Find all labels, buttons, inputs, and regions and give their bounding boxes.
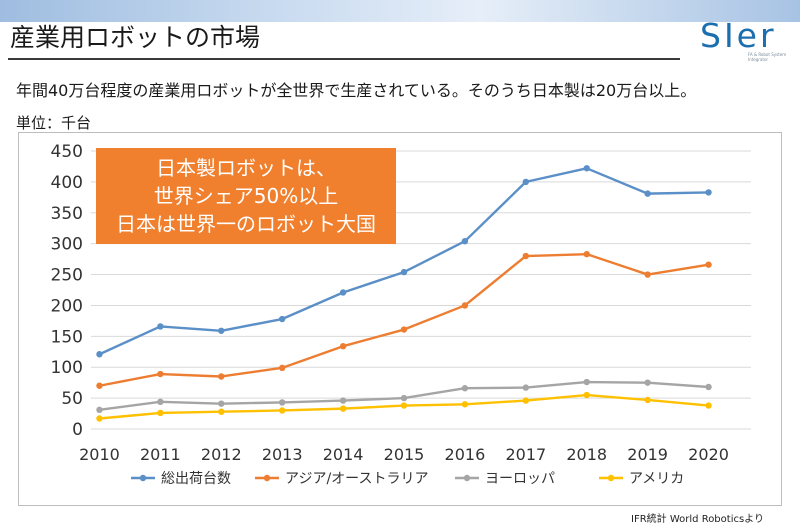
page-title: 産業用ロボットの市場 <box>10 23 261 52</box>
data-point <box>218 327 225 334</box>
data-point <box>96 415 103 422</box>
source-note: IFR統計 World Roboticsより <box>631 514 764 525</box>
y-tick-label: 250 <box>51 266 83 286</box>
callout-line: 日本は世界一のロボット大国 <box>116 212 376 236</box>
x-tick-label: 2019 <box>627 445 668 464</box>
top-decorative-band <box>0 0 800 22</box>
data-point <box>400 394 408 402</box>
sier-logo: SIer <box>700 16 777 55</box>
y-tick-label: 400 <box>51 173 83 193</box>
legend-label: アメリカ <box>629 471 684 487</box>
data-point <box>522 178 530 186</box>
data-point <box>583 165 590 172</box>
data-point <box>400 268 408 276</box>
data-point <box>157 323 164 330</box>
data-point <box>96 382 103 389</box>
y-tick-label: 350 <box>51 204 83 224</box>
legend-label: アジア/オーストラリア <box>285 471 428 487</box>
data-point <box>461 401 469 408</box>
data-point <box>705 383 712 391</box>
page-subtitle: 年間40万台程度の産業用ロボットが全世界で生産されている。そのうち日本製は20万… <box>16 81 697 100</box>
x-tick-label: 2016 <box>445 445 486 464</box>
data-point <box>522 397 530 404</box>
line-chart: 0 50 100 150 200 250 300 350 400 450 2010 2011 2012 2… <box>51 142 751 487</box>
data-point <box>339 289 347 296</box>
y-tick-label: 150 <box>51 327 83 347</box>
x-tick-label: 2020 <box>688 445 729 464</box>
data-point <box>278 315 286 323</box>
data-point <box>96 351 103 358</box>
data-point <box>278 364 286 372</box>
x-tick-label: 2011 <box>140 445 181 464</box>
logo-subtext: FA & Robot System Integrator <box>748 52 787 62</box>
y-tick-label: 0 <box>72 420 83 440</box>
data-point <box>339 397 347 404</box>
data-point <box>522 252 530 260</box>
x-tick-label: 2013 <box>262 445 303 464</box>
data-point <box>218 408 225 415</box>
callout-line: 日本製ロボットは、 <box>156 156 336 180</box>
legend-marker <box>463 474 471 482</box>
data-point <box>461 237 469 245</box>
data-point <box>278 407 286 414</box>
data-point <box>644 190 651 197</box>
data-point <box>522 384 530 391</box>
x-tick-label: 2012 <box>201 445 242 464</box>
data-point <box>644 379 651 386</box>
data-point <box>278 399 286 406</box>
y-tick-label: 450 <box>51 142 83 162</box>
data-point <box>339 343 347 350</box>
data-point <box>157 370 164 378</box>
data-point <box>705 189 712 196</box>
x-tick-label: 2015 <box>384 445 425 464</box>
data-point <box>218 373 225 380</box>
data-point <box>461 385 469 392</box>
data-point <box>644 396 651 404</box>
data-point <box>644 271 651 278</box>
data-point <box>583 378 590 386</box>
y-tick-label: 100 <box>51 358 83 378</box>
y-tick-label: 50 <box>61 389 83 409</box>
unit-label: 単位：千台 <box>16 114 92 132</box>
data-point <box>583 250 590 258</box>
data-point <box>705 402 712 409</box>
legend-label: 総出荷台数 <box>161 471 231 487</box>
legend-marker <box>263 474 271 482</box>
callout-line: 世界シェア50%以上 <box>153 184 339 208</box>
data-point <box>96 406 103 414</box>
callout-box: 日本製ロボットは、 世界シェア50%以上 日本は世界一のロボット大国 <box>96 148 396 244</box>
data-point <box>400 326 408 333</box>
data-point <box>157 409 164 417</box>
header: 産業用ロボットの市場 <box>0 22 800 66</box>
data-point <box>218 400 225 407</box>
legend-label: ヨーロッパ <box>485 471 555 487</box>
y-tick-label: 200 <box>51 296 83 316</box>
data-point <box>157 398 164 406</box>
data-point <box>461 302 469 309</box>
data-point <box>400 402 408 409</box>
x-tick-label: 2018 <box>566 445 607 464</box>
title-underline <box>8 58 680 60</box>
legend-marker <box>139 474 147 482</box>
data-point <box>339 405 347 412</box>
data-point <box>583 391 590 399</box>
legend-marker <box>607 474 615 482</box>
x-tick-label: 2010 <box>79 445 120 464</box>
x-tick-label: 2014 <box>323 445 364 464</box>
y-tick-label: 300 <box>51 235 83 255</box>
data-point <box>705 261 712 268</box>
x-tick-label: 2017 <box>505 445 546 464</box>
